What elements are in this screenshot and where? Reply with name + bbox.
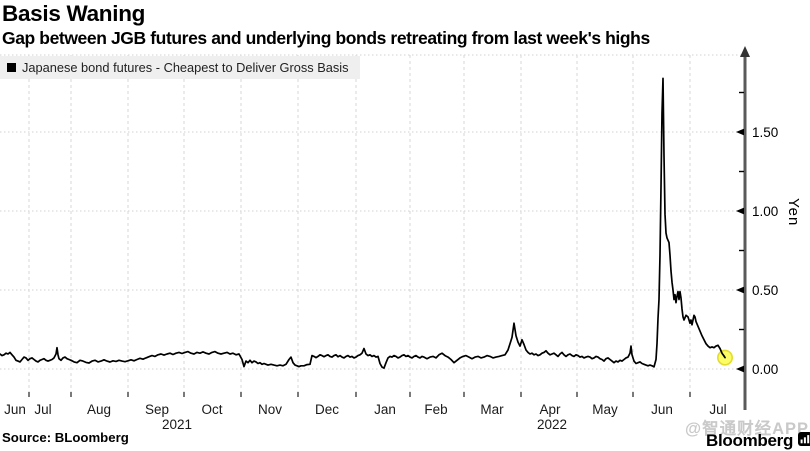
- y-tick-label: 0.00: [752, 362, 778, 377]
- y-tick-label: 1.00: [752, 204, 778, 219]
- x-month-label: Jul: [709, 402, 726, 417]
- y-tick-major: [736, 128, 744, 136]
- x-month-label: Nov: [258, 402, 282, 417]
- bloomberg-logo: Bloomberg: [706, 431, 810, 451]
- legend-swatch-icon: [7, 63, 16, 72]
- source-note: Source: BLoomberg: [2, 430, 129, 445]
- y-axis-title: Yen: [785, 198, 802, 227]
- chart-title: Basis Waning: [2, 1, 146, 26]
- legend: Japanese bond futures - Cheapest to Deli…: [0, 56, 360, 79]
- x-month-label: Mar: [480, 402, 504, 417]
- y-tick-major: [736, 365, 744, 373]
- x-month-label: Oct: [201, 402, 222, 417]
- y-tick-major: [736, 207, 744, 215]
- y-tick-label: 0.50: [752, 283, 778, 298]
- y-tick-label: 1.50: [752, 125, 778, 140]
- y-axis-arrow-icon: [740, 46, 750, 57]
- x-month-label: Jun: [4, 402, 26, 417]
- x-month-label: Apr: [539, 402, 561, 417]
- x-month-label: Aug: [87, 402, 111, 417]
- y-axis-line: [743, 50, 747, 410]
- x-month-label: Jul: [34, 402, 51, 417]
- bloomberg-chart-icon: [798, 431, 810, 451]
- x-month-label: Jan: [374, 402, 396, 417]
- chart-subtitle: Gap between JGB futures and underlying b…: [2, 28, 650, 48]
- series-line: [0, 77, 726, 369]
- x-year-label: 2021: [162, 417, 192, 432]
- x-month-label: Sep: [145, 402, 169, 417]
- bloomberg-logo-text: Bloomberg: [706, 431, 794, 450]
- legend-label: Japanese bond futures - Cheapest to Deli…: [22, 60, 349, 75]
- watermark: @智通财经APP: [685, 420, 810, 438]
- x-year-label: 2022: [537, 417, 567, 432]
- x-month-label: May: [592, 402, 618, 417]
- y-tick-major: [736, 286, 744, 294]
- x-month-label: Dec: [315, 402, 339, 417]
- x-month-label: Feb: [424, 402, 447, 417]
- x-month-label: Jun: [651, 402, 673, 417]
